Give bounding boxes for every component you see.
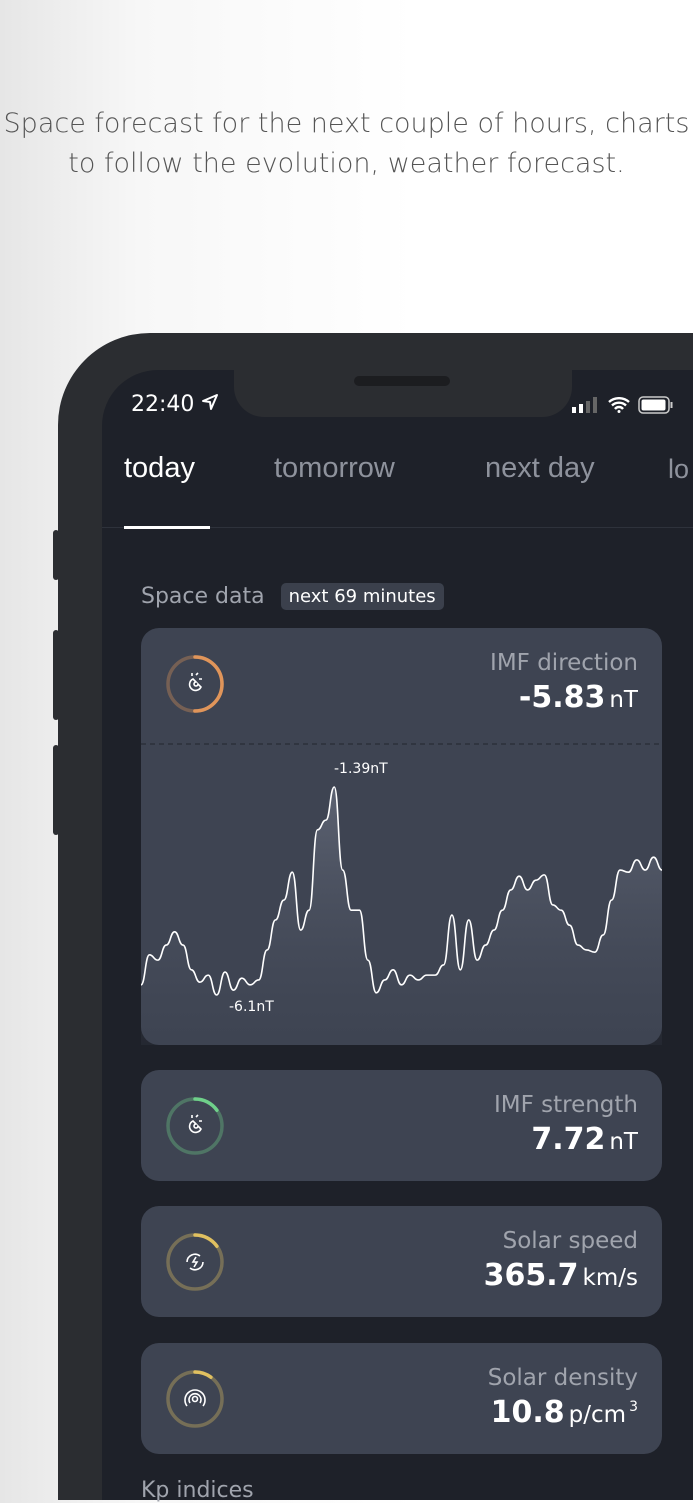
tab-next-day[interactable]: next day	[485, 452, 595, 484]
time-window-badge: next 69 minutes	[280, 583, 444, 610]
unit-exponent: 3	[629, 1399, 638, 1415]
metric-value: 7.72 nT	[531, 1122, 638, 1157]
solar-wind-icon	[166, 1233, 224, 1291]
imf-direction-card[interactable]: -1.39nT -6.1nT IMF direction -5.83 nT	[141, 628, 662, 1045]
wifi-icon	[608, 397, 630, 413]
max-label: -1.39nT	[334, 761, 388, 777]
metric-value: -5.83 nT	[518, 680, 638, 715]
metric-value: 365.7 km/s	[483, 1258, 638, 1293]
solar-speed-card[interactable]: Solar speed 365.7 km/s	[141, 1206, 662, 1317]
volume-down-button	[53, 745, 59, 835]
metric-unit: nT	[609, 1129, 638, 1155]
metric-label: Solar density	[487, 1365, 638, 1391]
metric-label: Solar speed	[502, 1228, 638, 1254]
imf-direction-chart: -1.39nT -6.1nT	[141, 743, 662, 1045]
kp-indices-title: Kp indices	[141, 1478, 254, 1503]
speaker	[354, 376, 450, 386]
tab-divider	[102, 527, 693, 528]
active-tab-indicator	[124, 526, 210, 529]
tab-today[interactable]: today	[124, 452, 195, 484]
cellular-signal-icon	[572, 397, 597, 413]
section-title: Space data	[141, 584, 265, 609]
solar-density-card[interactable]: Solar density 10.8 p/cm 3	[141, 1343, 662, 1454]
metric-value: 10.8 p/cm 3	[490, 1395, 638, 1430]
app-screen: 22:40 today tomorrow next day lo Space d…	[102, 368, 693, 1503]
mute-switch	[53, 530, 59, 580]
density-icon	[166, 1370, 224, 1428]
tab-more[interactable]: lo	[668, 454, 690, 484]
metric-label: IMF strength	[493, 1092, 638, 1118]
volume-up-button	[53, 630, 59, 720]
metric-unit: nT	[609, 687, 638, 713]
tab-tomorrow[interactable]: tomorrow	[274, 452, 395, 484]
status-icons	[572, 396, 674, 414]
status-time: 22:40	[131, 392, 219, 417]
metric-unit: km/s	[582, 1265, 638, 1291]
caption: Space forecast for the next couple of ho…	[3, 108, 690, 179]
space-data-header: Space data next 69 minutes	[141, 583, 444, 610]
battery-icon	[638, 396, 673, 414]
imf-strength-card[interactable]: IMF strength 7.72 nT	[141, 1070, 662, 1181]
chart-line	[141, 786, 662, 996]
location-arrow-icon	[202, 394, 219, 410]
magnet-icon	[166, 1097, 224, 1155]
metric-label: IMF direction	[490, 650, 638, 676]
notch	[234, 368, 572, 417]
magnet-icon	[166, 655, 224, 713]
min-label: -6.1nT	[229, 999, 274, 1015]
chart-area	[141, 787, 662, 1045]
metric-unit: p/cm	[568, 1402, 627, 1428]
